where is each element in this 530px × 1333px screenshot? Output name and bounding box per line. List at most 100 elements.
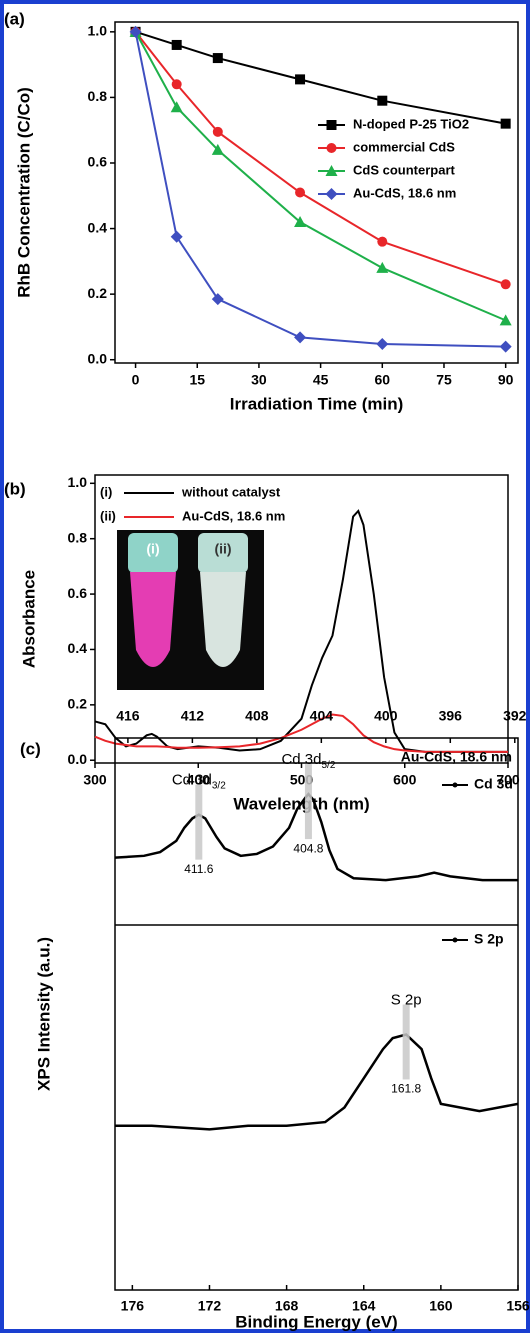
y-tick-label: 0.0 (68, 751, 88, 767)
marker (499, 314, 512, 326)
x-tick-label: 156 (506, 1298, 530, 1314)
peak-label-main: S 2p (391, 991, 422, 1008)
marker (171, 39, 182, 50)
y-tick-label: 0.4 (88, 219, 108, 235)
x-tick-label: 400 (374, 708, 398, 724)
marker (211, 143, 224, 155)
y-tick-label: 1.0 (88, 23, 108, 39)
legend-marker (452, 937, 458, 943)
inset-photo: (i) (ii) (117, 530, 264, 690)
y-tick-label: 0.4 (68, 640, 88, 656)
y-tick-label: 0.8 (68, 529, 88, 545)
peak-label: Cd 3d5/2 (281, 751, 335, 771)
y-tick-label: 0.2 (88, 285, 108, 301)
tube-cap (128, 533, 178, 573)
x-tick-label: 404 (310, 708, 334, 724)
peak-value: 411.6 (184, 862, 213, 876)
legend-text: S 2p (474, 931, 504, 947)
legend-text: CdS counterpart (353, 162, 456, 177)
series-line (135, 30, 506, 125)
peak-label-main: Cd 3d (172, 772, 212, 789)
panel-label: (a) (4, 9, 25, 28)
y-tick-label: 0.0 (88, 350, 108, 366)
series-line (114, 792, 518, 882)
legend-label: (i) (100, 484, 112, 499)
x-axis-label: Binding Energy (eV) (235, 1312, 397, 1331)
x-tick-label: 412 (181, 708, 205, 724)
marker (377, 95, 388, 106)
marker (377, 236, 388, 247)
legend-label: (ii) (100, 508, 116, 523)
series-line (134, 31, 507, 322)
x-tick-label: 0 (132, 372, 140, 388)
marker (170, 230, 183, 243)
series-line (134, 31, 506, 286)
x-tick-label: 176 (121, 1298, 145, 1314)
y-axis-label: XPS Intensity (a.u.) (34, 937, 53, 1091)
x-tick-label: 60 (375, 372, 391, 388)
tube-pink (130, 572, 176, 667)
x-tick-label: 396 (439, 708, 463, 724)
peak-label: Cd 3d3/2 (172, 772, 226, 792)
peak-label: S 2p (391, 991, 422, 1008)
x-tick-label: 168 (275, 1298, 299, 1314)
marker (171, 79, 182, 90)
panel-label: (c) (20, 739, 41, 758)
peak-value: 161.8 (391, 1082, 421, 1096)
x-tick-label: 90 (498, 372, 514, 388)
y-tick-label: 0.6 (88, 154, 108, 170)
series-line (115, 1033, 519, 1131)
marker (376, 261, 389, 273)
legend-text: Au-CdS, 18.6 nm (182, 508, 285, 523)
panel-label: (b) (4, 479, 26, 498)
legend-text: Au-CdS, 18.6 nm (353, 185, 456, 200)
x-tick-label: 164 (352, 1298, 376, 1314)
x-tick-label: 408 (245, 708, 269, 724)
y-tick-label: 0.8 (88, 88, 108, 104)
x-tick-label: 416 (116, 708, 140, 724)
legend-marker (452, 782, 458, 788)
marker (500, 118, 511, 129)
peak-marker (304, 764, 312, 840)
x-tick-label: 172 (198, 1298, 222, 1314)
tube-clear (200, 572, 246, 667)
marker (294, 331, 307, 344)
peak-marker (195, 784, 203, 860)
plot-frame (114, 737, 519, 1291)
annotation: Au-CdS, 18.6 nm (401, 749, 512, 765)
y-axis-label: Absorbance (19, 570, 38, 668)
marker (326, 143, 337, 153)
marker (212, 53, 223, 64)
legend-text: Cd 3d (474, 776, 513, 792)
marker (325, 188, 338, 200)
x-tick-label: 700 (496, 772, 520, 788)
marker (295, 187, 306, 198)
peak-label-sub: 5/2 (322, 760, 336, 771)
x-tick-label: 600 (393, 772, 417, 788)
legend-text: commercial CdS (353, 139, 455, 154)
y-tick-label: 0.2 (68, 696, 88, 712)
marker (325, 165, 338, 176)
y-tick-label: 1.0 (68, 474, 88, 490)
marker (212, 126, 223, 137)
plot-frame (114, 21, 519, 364)
x-tick-label: 400 (187, 772, 211, 788)
inset-label: (ii) (214, 541, 231, 557)
peak-value: 404.8 (293, 841, 323, 855)
marker (294, 216, 307, 228)
marker (376, 337, 389, 350)
marker (295, 74, 306, 85)
inset-label: (i) (146, 541, 159, 557)
x-axis-label: Irradiation Time (min) (230, 394, 404, 413)
marker (170, 101, 183, 113)
x-tick-label: 30 (251, 372, 267, 388)
y-tick-label: 0.6 (68, 585, 88, 601)
series-line (134, 31, 506, 348)
series-line (94, 509, 508, 753)
x-tick-label: 160 (429, 1298, 453, 1314)
series-line (94, 713, 508, 753)
marker (129, 25, 142, 38)
